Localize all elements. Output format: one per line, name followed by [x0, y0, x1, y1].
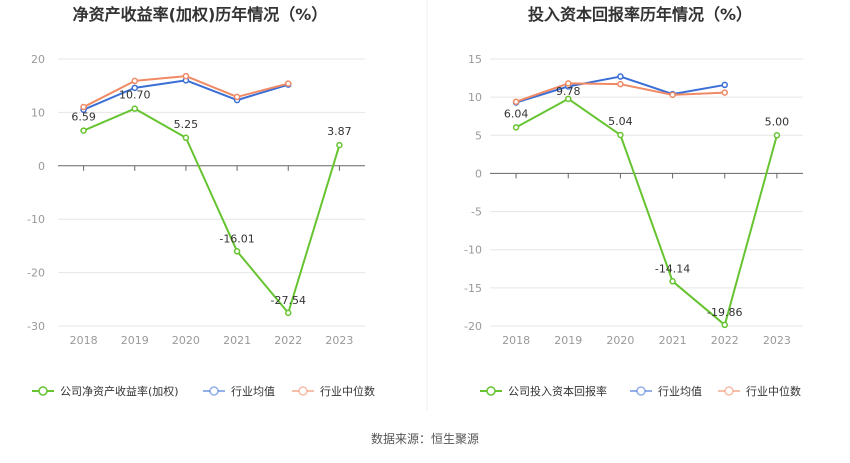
data-point[interactable]	[721, 321, 728, 329]
series-line-industry-mean	[515, 75, 725, 104]
y-tick-label: -15	[464, 282, 482, 295]
chart-panel-2: 投入资本回报率历年情况（%） 15 10 5 0 -5 -10 -15 -20 2018 2019 2…	[464, 5, 803, 398]
data-point[interactable]	[182, 72, 190, 80]
legend-swatch-marker	[38, 386, 48, 396]
data-label: 6.59	[71, 111, 96, 124]
legend-item[interactable]: 公司投入资本回报率	[480, 384, 607, 398]
legend-swatch-marker	[636, 386, 646, 396]
data-point[interactable]	[512, 124, 520, 131]
x-tick-label: 2021	[659, 334, 687, 347]
legend-label: 行业中位数	[320, 384, 375, 398]
data-point[interactable]	[233, 248, 241, 255]
x-tick-label: 2022	[711, 334, 739, 347]
y-tick-label: 20	[31, 53, 45, 66]
y-tick-label: 0	[38, 160, 45, 173]
data-label: 6.04	[504, 107, 529, 120]
data-label: 5.25	[174, 118, 199, 131]
series-line-company	[83, 107, 341, 314]
x-tick-label: 2023	[763, 334, 791, 347]
x-tick-label: 2018	[502, 334, 530, 347]
data-point[interactable]	[565, 80, 572, 87]
legend-label: 行业中位数	[746, 384, 801, 398]
y-tick-label: 5	[475, 129, 482, 142]
data-point[interactable]	[131, 84, 138, 92]
data-point[interactable]	[182, 134, 190, 142]
legend-label: 行业均值	[231, 385, 275, 398]
data-label: 5.04	[608, 115, 633, 128]
data-point[interactable]	[131, 77, 138, 85]
data-label: -19.86	[707, 306, 742, 319]
legend-item[interactable]: 行业均值	[630, 385, 702, 398]
data-point[interactable]	[80, 103, 87, 111]
y-tick-label: -10	[27, 213, 45, 226]
chart-title: 净资产收益率(加权)历年情况（%）	[73, 5, 328, 24]
data-point[interactable]	[669, 91, 676, 99]
legend-swatch-marker	[298, 386, 308, 396]
data-point[interactable]	[721, 81, 728, 89]
data-label: 10.70	[119, 89, 151, 102]
legend-item[interactable]: 行业均值	[203, 385, 275, 398]
x-tick-label: 2021	[223, 334, 251, 347]
legend-item[interactable]: 行业中位数	[718, 384, 801, 398]
x-tick-label: 2022	[274, 334, 302, 347]
legend-item[interactable]: 行业中位数	[292, 384, 375, 398]
data-label: 5.00	[765, 115, 790, 128]
x-tick-label: 2023	[325, 334, 353, 347]
chart-panel-1: 净资产收益率(加权)历年情况（%） 20 10 0 -10 -20 -30 2018 2019 2…	[27, 5, 375, 398]
data-point[interactable]	[617, 80, 624, 88]
y-tick-label: -30	[27, 320, 45, 333]
y-tick-label: 0	[475, 167, 482, 180]
data-point[interactable]	[233, 93, 241, 101]
data-point[interactable]	[565, 95, 572, 103]
data-label: -16.01	[219, 232, 254, 245]
data-point[interactable]	[336, 141, 343, 149]
x-tick-label: 2020	[172, 334, 200, 347]
y-tick-label: -5	[471, 206, 482, 219]
data-label: -27.54	[271, 294, 306, 307]
y-tick-label: -10	[464, 244, 482, 257]
chart-title: 投入资本回报率历年情况（%）	[528, 5, 752, 24]
legend-item[interactable]: 公司净资产收益率(加权)	[32, 384, 179, 398]
series-line-industry-mean	[83, 79, 289, 111]
data-point[interactable]	[617, 73, 624, 80]
data-label: 3.87	[327, 125, 352, 138]
x-tick-label: 2019	[554, 334, 582, 347]
x-tick-label: 2019	[121, 334, 149, 347]
data-point[interactable]	[617, 131, 624, 139]
data-point[interactable]	[131, 105, 138, 112]
data-point[interactable]	[285, 309, 292, 317]
x-tick-label: 2020	[606, 334, 634, 347]
y-tick-label: -20	[464, 320, 482, 333]
legend-swatch-marker	[486, 386, 496, 396]
data-point[interactable]	[773, 132, 781, 139]
legend-swatch-marker	[724, 386, 734, 396]
data-label: -14.14	[655, 262, 690, 275]
data-point[interactable]	[80, 127, 87, 134]
legend-label: 公司净资产收益率(加权)	[60, 384, 179, 398]
legend-label: 公司投入资本回报率	[508, 384, 607, 398]
data-point[interactable]	[669, 278, 676, 285]
y-tick-label: -20	[27, 267, 45, 280]
data-label: 9.78	[556, 85, 581, 98]
legend-label: 行业均值	[658, 385, 702, 398]
legend-swatch-marker	[209, 386, 219, 396]
x-tick-label: 2018	[70, 334, 98, 347]
y-tick-label: 15	[468, 53, 482, 66]
data-point[interactable]	[285, 80, 292, 87]
data-point[interactable]	[512, 98, 520, 105]
y-tick-label: 10	[468, 91, 482, 104]
data-source-label: 数据来源：恒生聚源	[371, 431, 479, 446]
series-line-company	[515, 97, 778, 326]
data-point[interactable]	[721, 89, 728, 96]
y-tick-label: 10	[31, 106, 45, 119]
